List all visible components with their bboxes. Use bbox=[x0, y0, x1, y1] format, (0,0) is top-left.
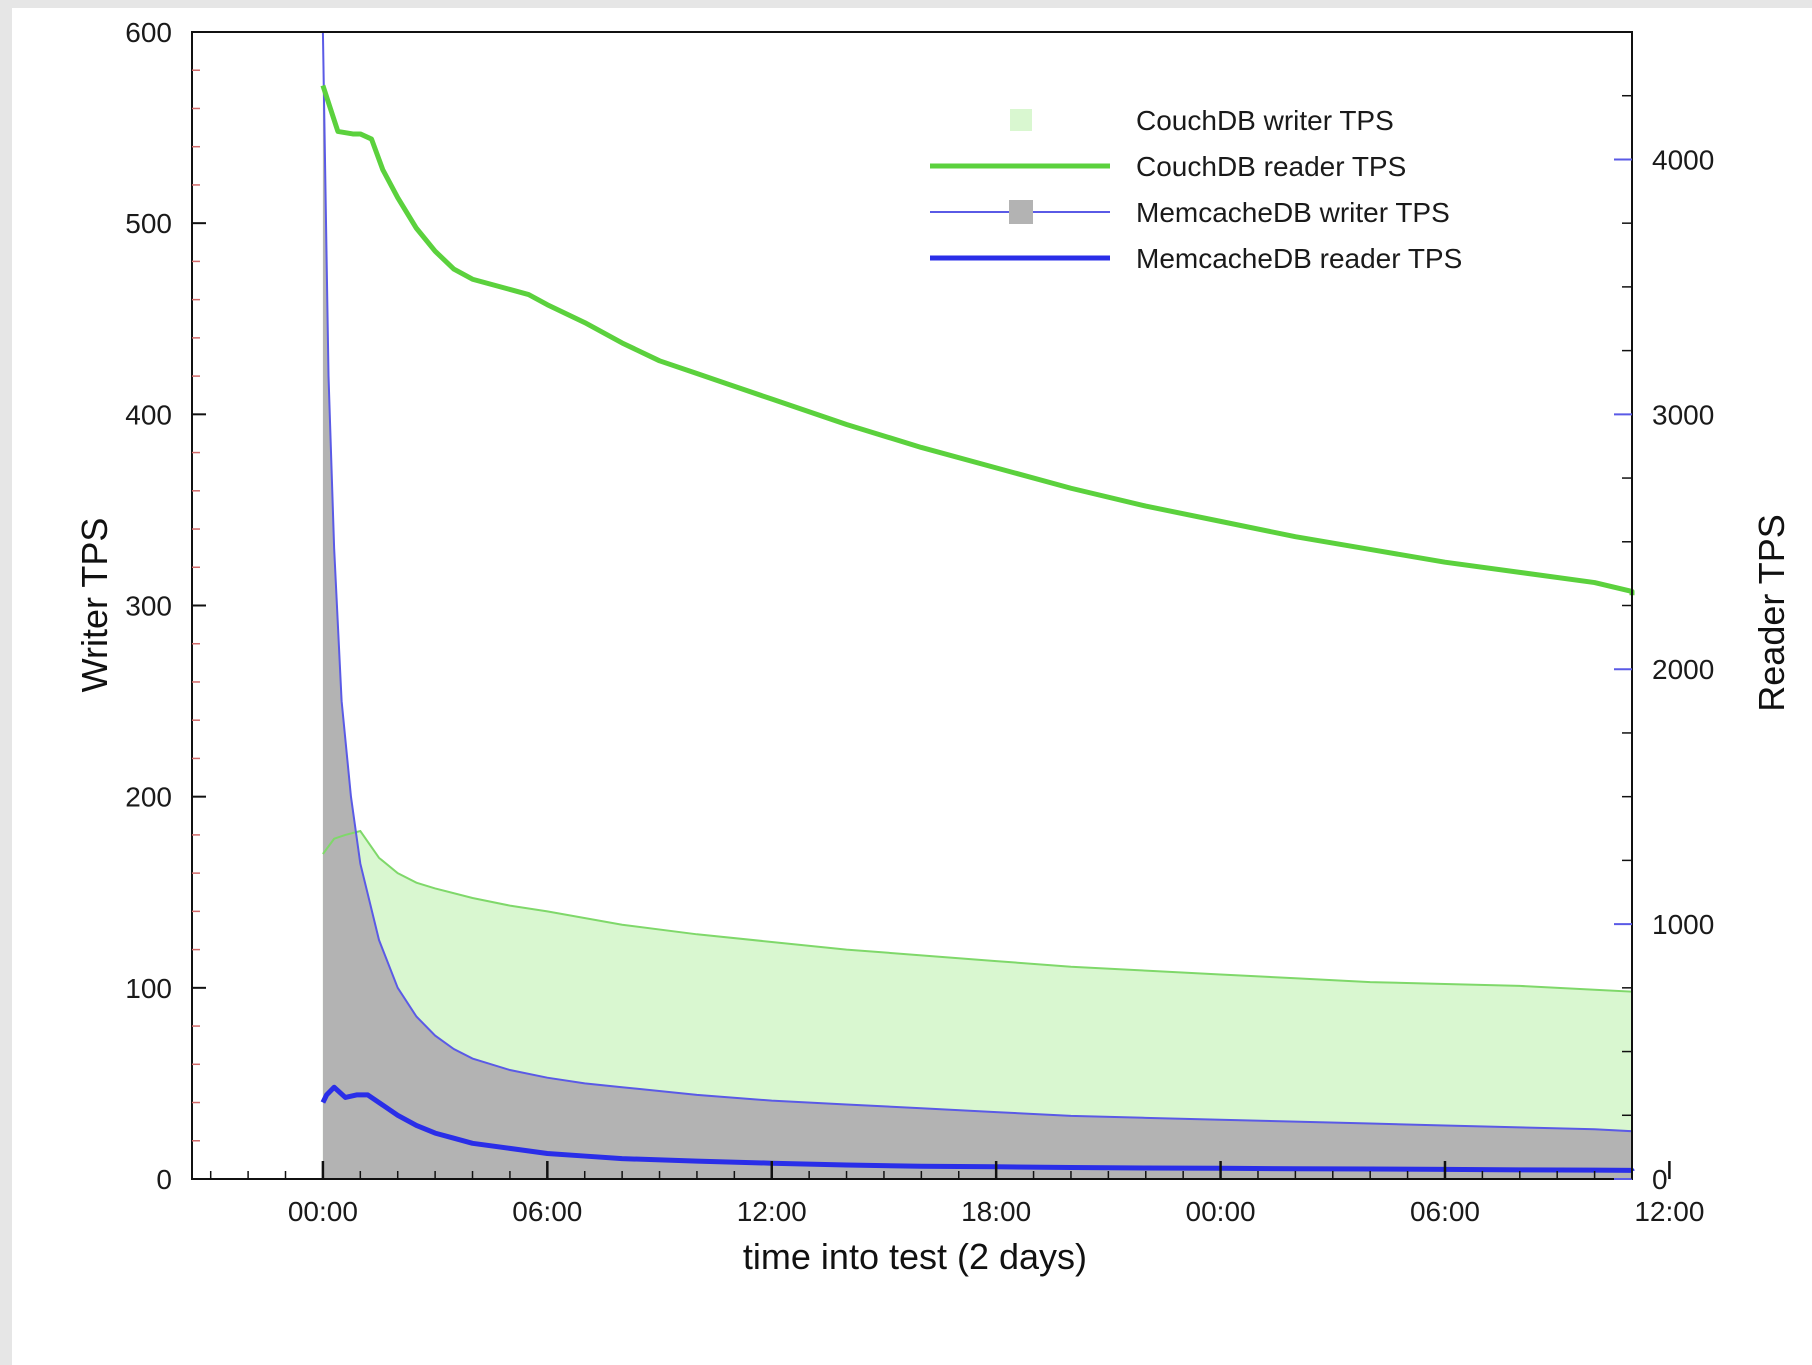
line-layer bbox=[320, 31, 1635, 1174]
area-layer bbox=[322, 32, 1633, 1179]
right-tick-label: 0 bbox=[1652, 1164, 1668, 1195]
right-tick-label: 3000 bbox=[1652, 399, 1714, 430]
x-tick-label: 00:00 bbox=[288, 1196, 358, 1227]
right-tick-label: 2000 bbox=[1652, 654, 1714, 685]
couchdb-writer-tps-legend-swatch bbox=[1010, 109, 1032, 131]
left-axis-title: Writer TPS bbox=[74, 518, 115, 693]
left-tick-label: 300 bbox=[125, 591, 172, 622]
left-tick-label: 400 bbox=[125, 399, 172, 430]
memcachedb-reader-tps-line bbox=[320, 1084, 1635, 1174]
left-tick-label: 500 bbox=[125, 208, 172, 239]
legend: CouchDB writer TPS CouchDB reader TPS Memc… bbox=[930, 105, 1462, 274]
x-tick-label: 06:00 bbox=[1410, 1196, 1480, 1227]
right-tick-label: 4000 bbox=[1652, 144, 1714, 175]
left-tick-label: 0 bbox=[156, 1164, 172, 1195]
left-tick-label: 200 bbox=[125, 782, 172, 813]
tps-chart: 0 100 200 300 400 500 600 0 1000 2000 3000 4000 00:0… bbox=[74, 17, 1792, 1277]
couchdb-writer-tps-edge bbox=[322, 829, 1633, 994]
memcachedb-reader-tps-legend-label: MemcacheDB reader TPS bbox=[1136, 243, 1462, 274]
memcachedb-writer-tps-area bbox=[322, 32, 1633, 1179]
tick-layer: 0 100 200 300 400 500 600 0 1000 2000 3000 4000 00:0… bbox=[125, 17, 1714, 1227]
x-tick-label: 12:00 bbox=[737, 1196, 807, 1227]
chart-panel: 0 100 200 300 400 500 600 0 1000 2000 3000 4000 00:0… bbox=[12, 8, 1812, 1365]
memcachedb-writer-tps-edge bbox=[321, 31, 1633, 1134]
couchdb-reader-tps-line bbox=[320, 84, 1635, 596]
right-axis-title: Reader TPS bbox=[1751, 514, 1792, 711]
x-tick-label: 18:00 bbox=[961, 1196, 1031, 1227]
left-tick-label: 600 bbox=[125, 17, 172, 48]
memcachedb-writer-tps-legend-swatch bbox=[1009, 200, 1033, 224]
x-tick-label: 00:00 bbox=[1186, 1196, 1256, 1227]
x-tick-label: 12:00 bbox=[1634, 1196, 1704, 1227]
couchdb-writer-tps-legend-label: CouchDB writer TPS bbox=[1136, 105, 1394, 136]
x-axis-title: time into test (2 days) bbox=[743, 1236, 1087, 1277]
right-tick-label: 1000 bbox=[1652, 909, 1714, 940]
memcachedb-writer-tps-legend-label: MemcacheDB writer TPS bbox=[1136, 197, 1450, 228]
left-tick-label: 100 bbox=[125, 973, 172, 1004]
couchdb-reader-tps-legend-label: CouchDB reader TPS bbox=[1136, 151, 1406, 182]
x-tick-label: 06:00 bbox=[512, 1196, 582, 1227]
